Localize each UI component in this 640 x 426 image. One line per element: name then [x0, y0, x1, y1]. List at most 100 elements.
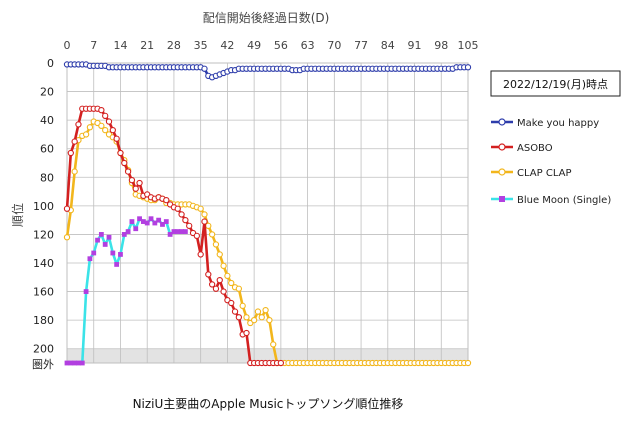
data-point [132, 185, 139, 192]
y-tick-label: 180 [33, 314, 54, 327]
data-point [258, 314, 265, 321]
data-point [464, 64, 472, 71]
series-line [65, 120, 468, 365]
data-point [175, 229, 181, 234]
y-tick-label: 80 [40, 171, 54, 184]
data-point [98, 122, 105, 130]
date-note: 2022/12/19(月)時点 [503, 78, 608, 91]
legend-label: Blue Moon (Single) [517, 195, 611, 206]
data-point [136, 179, 143, 187]
data-point [156, 217, 162, 223]
x-tick-label: 77 [354, 39, 368, 52]
legend-marker [498, 143, 506, 151]
data-point [87, 256, 93, 262]
data-point [133, 226, 139, 232]
data-point [231, 308, 239, 315]
data-point [124, 168, 132, 175]
y-tick-label: 160 [33, 286, 54, 299]
data-point [243, 329, 250, 337]
data-point [109, 126, 116, 134]
data-point [91, 250, 97, 256]
data-point [98, 232, 104, 237]
data-point [186, 222, 193, 230]
legend-marker [498, 118, 506, 126]
data-point [113, 135, 120, 142]
data-point [277, 359, 285, 367]
x-tick-label: 91 [408, 39, 422, 52]
y-tick-label: 100 [33, 200, 54, 213]
data-point [243, 314, 250, 321]
data-point [83, 289, 89, 294]
out-of-chart-label: 圏外 [32, 358, 54, 371]
data-point [224, 272, 231, 280]
y-tick-label: 120 [33, 228, 54, 241]
legend: Make you happy ASOBO CLAP CLAP Blue Moon (S… [491, 118, 611, 206]
data-point [117, 149, 124, 157]
x-axis-label: 配信開始後経過日数(D) [203, 10, 330, 25]
data-point [262, 306, 269, 314]
data-point [464, 359, 472, 367]
series-clap-clap [63, 118, 472, 367]
x-tick-label: 42 [220, 39, 234, 52]
data-point [64, 360, 70, 366]
data-point [205, 222, 212, 230]
data-point [208, 281, 216, 288]
chart-title: NiziU主要曲のApple Musicトップソング順位推移 [133, 396, 404, 411]
data-point [144, 220, 150, 226]
data-point [174, 205, 181, 212]
y-tick-label: 20 [40, 86, 54, 99]
data-point [95, 237, 100, 243]
data-point [140, 219, 146, 224]
x-tick-label: 70 [327, 39, 341, 52]
data-point [106, 234, 112, 240]
data-point [179, 229, 184, 234]
data-point [86, 124, 94, 131]
data-point [201, 218, 208, 225]
data-point [129, 219, 135, 224]
data-point [182, 216, 189, 224]
series-asobo [63, 105, 285, 367]
y-tick-label: 200 [33, 343, 54, 356]
data-point [220, 262, 227, 270]
data-point [63, 205, 71, 212]
y-tick-label: 40 [40, 114, 54, 127]
data-point [163, 196, 170, 204]
data-point [63, 234, 71, 241]
x-tick-label: 21 [140, 39, 154, 52]
data-point [71, 138, 78, 145]
data-point [208, 231, 216, 238]
data-point [212, 285, 220, 292]
x-tick-label: 56 [274, 39, 288, 52]
data-point [254, 308, 262, 315]
data-point [105, 118, 113, 125]
data-point [137, 216, 142, 222]
data-point [110, 250, 116, 256]
data-point [228, 299, 235, 307]
data-point [75, 121, 82, 128]
data-point [167, 232, 173, 237]
data-point [182, 229, 188, 234]
y-tick-label: 140 [33, 257, 54, 270]
data-point [121, 159, 128, 167]
x-tick-label: 98 [434, 39, 448, 52]
x-tick-label: 84 [381, 39, 395, 52]
y-tick-label: 0 [47, 57, 54, 70]
data-point [72, 360, 78, 366]
data-point [220, 288, 227, 295]
data-point [128, 176, 136, 184]
data-point [239, 302, 246, 310]
y-tick-label: 60 [40, 143, 54, 156]
data-point [171, 229, 177, 234]
x-tick-label: 28 [167, 39, 181, 52]
data-point [152, 220, 158, 226]
data-point [102, 112, 109, 120]
legend-label: CLAP CLAP [517, 168, 572, 179]
data-point [178, 211, 185, 218]
data-point [76, 360, 81, 366]
data-point [197, 251, 204, 258]
plot-area: 0 7 14 21 28 35 42 49 56 63 70 77 84 91 98 105 0 20 40 60 80… [32, 39, 621, 371]
data-point [216, 251, 223, 258]
data-point [235, 314, 243, 321]
data-point [82, 131, 90, 138]
data-point [193, 232, 200, 240]
